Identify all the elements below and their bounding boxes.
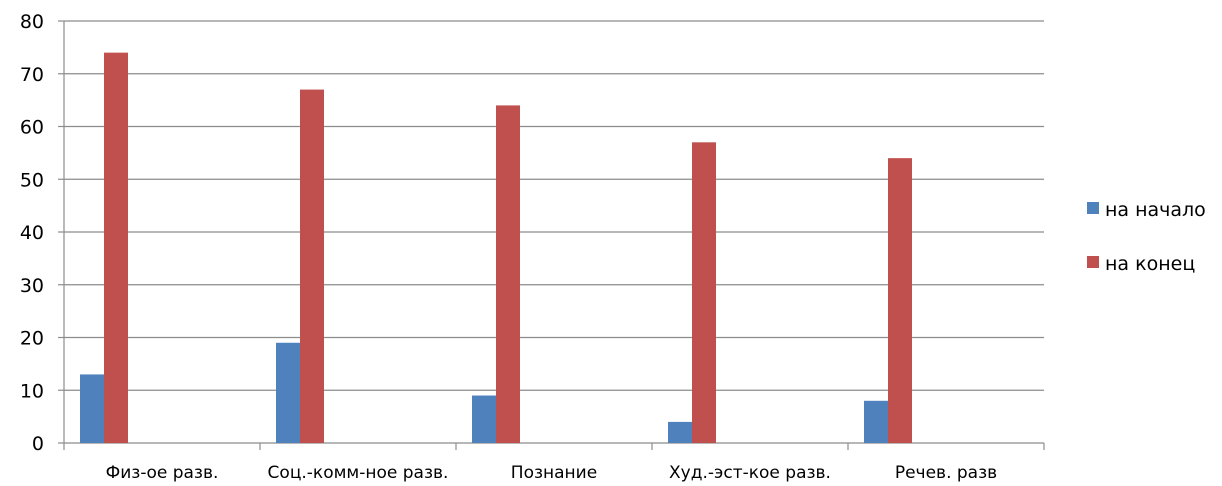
bar-end	[692, 142, 716, 443]
bar-start	[276, 342, 300, 443]
x-category-label: Физ-ое разв.	[106, 463, 219, 483]
y-tick-label: 30	[20, 275, 44, 297]
y-axis: 0 10 20 30 40 50 60 70 80	[20, 11, 65, 455]
y-tick-label: 70	[20, 64, 44, 86]
y-tick-label: 40	[20, 222, 44, 244]
bar-start	[80, 374, 104, 443]
y-tick-label: 50	[20, 169, 44, 191]
x-category-label: Познание	[511, 463, 597, 483]
x-axis: Физ-ое разв. Соц.-комм-ное разв. Познание Х…	[63, 442, 1045, 483]
y-tick-label: 60	[20, 117, 44, 139]
legend-label: на начало	[1105, 199, 1206, 221]
bar-start	[668, 421, 692, 443]
y-tick-label: 0	[32, 433, 44, 455]
y-tick-label: 80	[20, 11, 44, 33]
legend: на начало на конец	[1087, 199, 1206, 275]
gridlines	[64, 20, 1044, 391]
y-tick-label: 20	[20, 328, 44, 350]
bar-end	[496, 105, 520, 444]
bar-end	[888, 158, 912, 443]
bar-end	[104, 52, 128, 444]
bars	[80, 52, 912, 444]
legend-swatch	[1087, 202, 1099, 214]
bar-end	[300, 89, 324, 443]
x-category-label: Соц.-комм-ное разв.	[268, 463, 449, 483]
y-tick-label: 10	[20, 380, 44, 402]
legend-swatch	[1087, 256, 1099, 268]
x-category-label: Худ.-эст-кое разв.	[669, 463, 831, 483]
bar-start	[864, 400, 888, 443]
legend-label: на конец	[1105, 253, 1195, 275]
bar-start	[472, 395, 496, 443]
x-category-label: Речев. разв	[895, 463, 997, 483]
